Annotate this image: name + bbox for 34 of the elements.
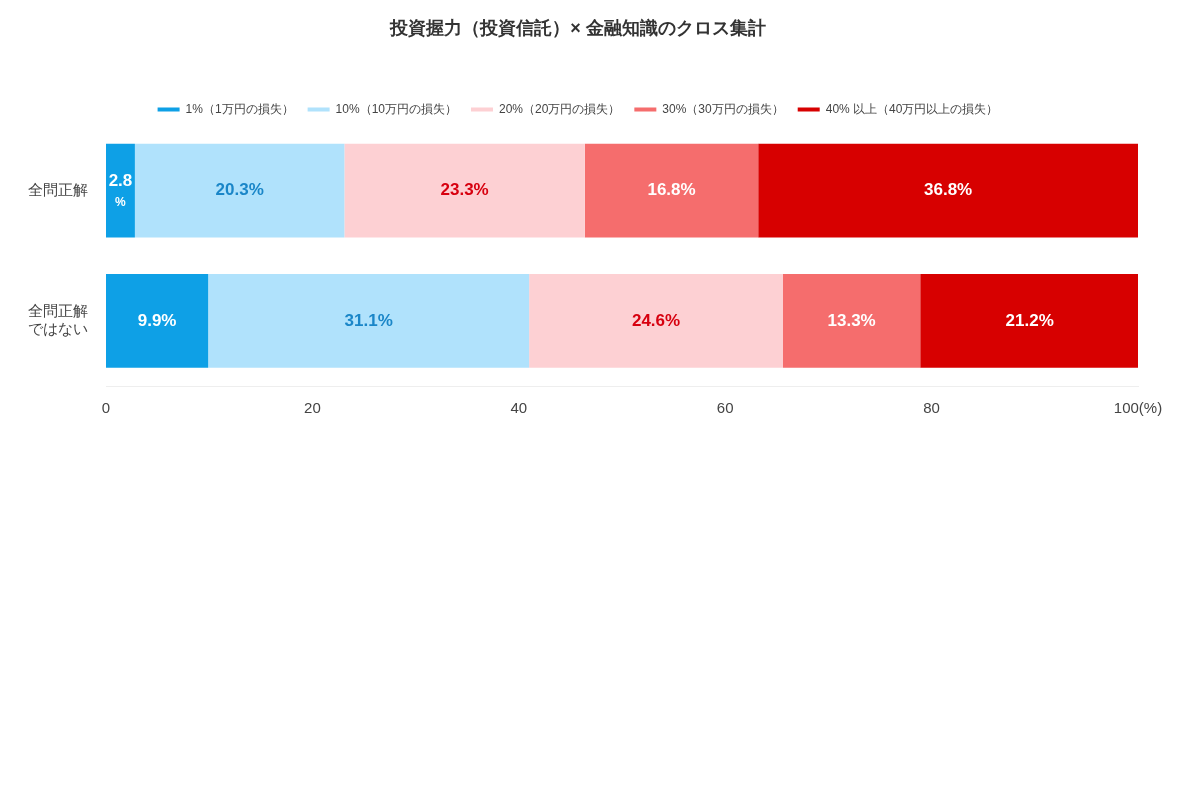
data-label: 2.8% [108, 171, 133, 210]
x-tick-label: 40 [510, 399, 528, 417]
chart-title: 投資握力（投資信託）× 金融知識のクロス集計 [389, 17, 766, 38]
data-label: 31.1% [344, 310, 393, 330]
legend-label: 40% 以上（40万円以上の損失） [825, 101, 999, 116]
bar [758, 143, 1138, 238]
bar [106, 143, 135, 238]
data-label: 24.6% [631, 310, 681, 330]
bar [782, 274, 921, 368]
data-label: 20.3% [215, 180, 264, 200]
bar [106, 274, 209, 368]
legend-label: 10%（10万円の損失） [335, 101, 457, 116]
bar [584, 143, 759, 238]
bar [529, 274, 783, 368]
x-tick-label: 60 [716, 399, 734, 417]
bar [344, 143, 585, 238]
data-label: 9.9% [137, 310, 177, 330]
x-tick-label: 80 [923, 399, 940, 417]
bar [208, 274, 530, 368]
legend-label: 20%（20万円の損失） [498, 101, 621, 116]
x-tick-label: 100(%) [1113, 399, 1163, 417]
data-label: 21.2% [1005, 310, 1054, 330]
data-label: 13.3% [827, 310, 876, 330]
x-tick-label: 0 [101, 399, 111, 417]
data-label: 23.3% [440, 180, 489, 200]
bar [134, 143, 345, 238]
y-tick-label: 全問正解ではない [28, 302, 88, 338]
legend-label: 1%（1万円の損失） [185, 101, 294, 116]
y-tick-label: 全問正解 [28, 180, 88, 198]
legend-label: 30%（30万円の損失） [662, 101, 784, 116]
bar [920, 274, 1138, 368]
data-label: 36.8% [924, 180, 973, 200]
x-tick-label: 20 [304, 399, 321, 417]
data-label: 16.8% [647, 180, 696, 200]
